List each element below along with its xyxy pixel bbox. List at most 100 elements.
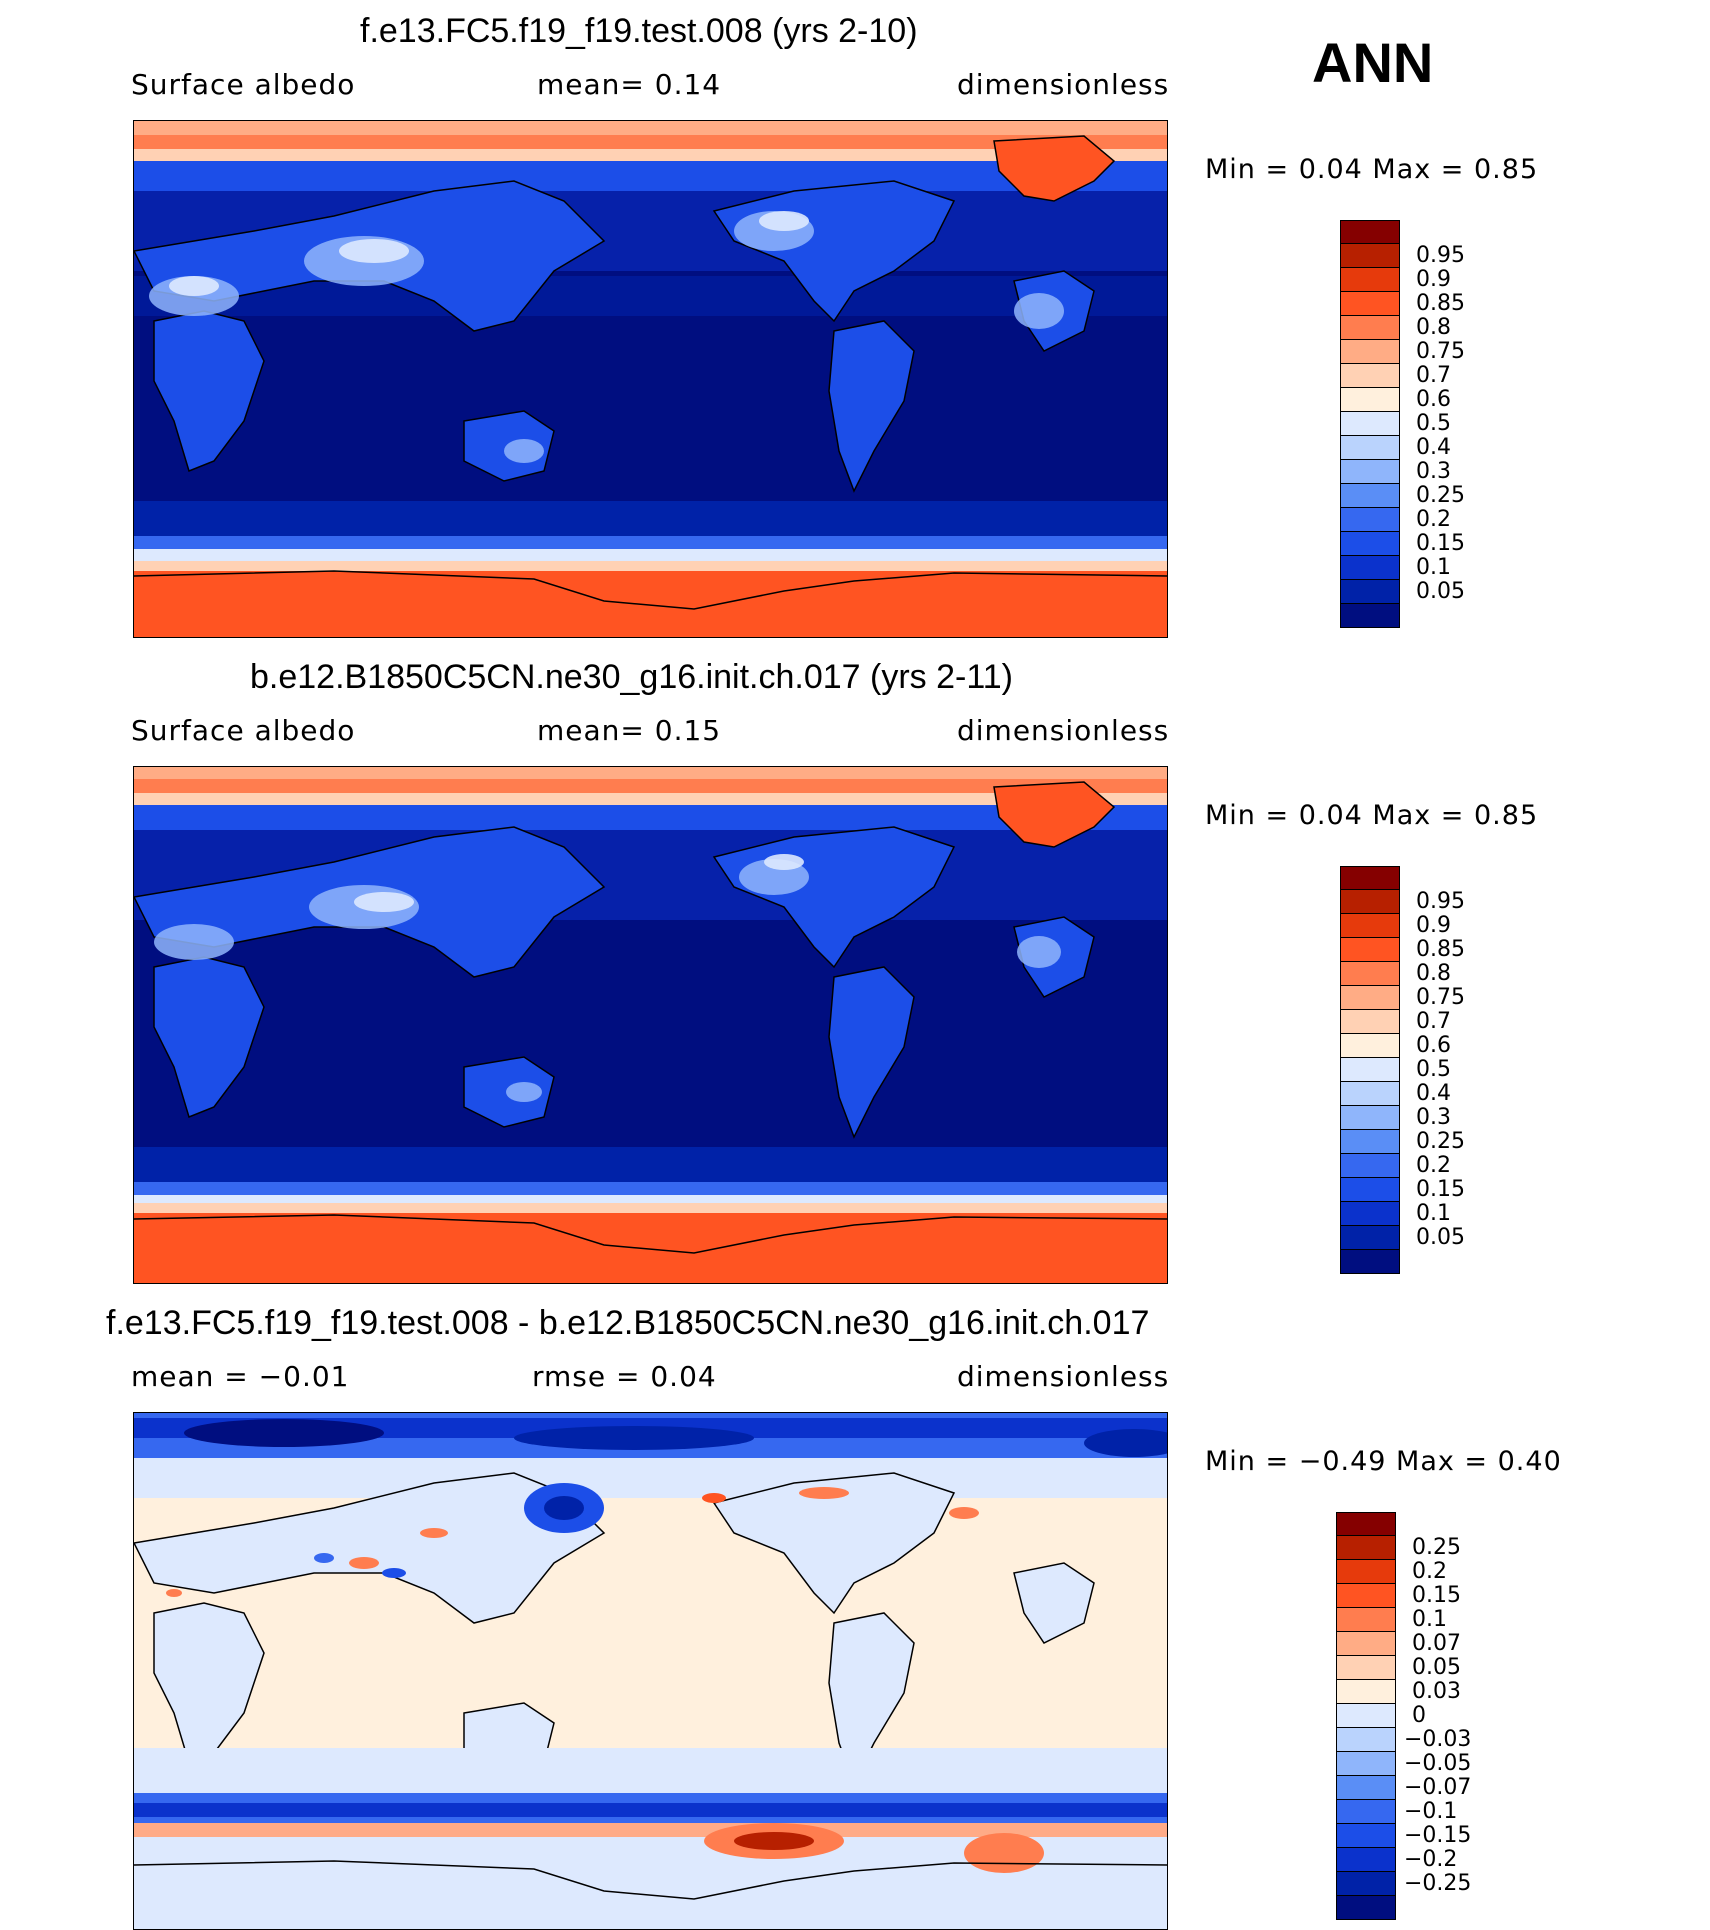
- colorbar-swatch: [1336, 1536, 1396, 1560]
- colorbar-swatch: [1340, 1226, 1400, 1250]
- colorbar-tick-label: 0.4: [1416, 435, 1451, 460]
- colorbar-swatch: [1340, 508, 1400, 532]
- colorbar-swatch: [1340, 866, 1400, 890]
- colorbar-swatch: [1340, 268, 1400, 292]
- colorbar: [1336, 1512, 1396, 1920]
- colorbar-swatch: [1340, 220, 1400, 244]
- colorbar-swatch: [1340, 580, 1400, 604]
- colorbar-tick-label: −0.05: [1404, 1751, 1472, 1776]
- colorbar-tick-label: 0.3: [1416, 459, 1451, 484]
- panel-title: f.e13.FC5.f19_f19.test.008 - b.e12.B1850…: [106, 1304, 1150, 1342]
- colorbar-swatch: [1340, 1154, 1400, 1178]
- colorbar-swatch: [1340, 938, 1400, 962]
- rmse-label: rmse = 0.04: [532, 1360, 717, 1393]
- colorbar-tick-label: 0: [1412, 1703, 1426, 1728]
- map-plot: [133, 120, 1168, 638]
- colorbar-swatch: [1336, 1848, 1396, 1872]
- colorbar-swatch: [1340, 364, 1400, 388]
- colorbar-tick-label: 0.5: [1416, 1057, 1451, 1082]
- colorbar-swatch: [1340, 1082, 1400, 1106]
- colorbar-swatch: [1340, 986, 1400, 1010]
- map-plot: [133, 766, 1168, 1284]
- colorbar-tick-label: 0.6: [1416, 387, 1451, 412]
- colorbar-tick-label: 0.4: [1416, 1081, 1451, 1106]
- colorbar-swatch: [1340, 388, 1400, 412]
- colorbar-tick-label: 0.1: [1416, 555, 1451, 580]
- variable-label: Surface albedo: [131, 68, 356, 101]
- colorbar-frame: [1340, 866, 1400, 1274]
- colorbar-swatch: [1340, 1106, 1400, 1130]
- colorbar-swatch: [1340, 244, 1400, 268]
- mean-label: mean = −0.01: [131, 1360, 350, 1393]
- colorbar-swatch: [1340, 484, 1400, 508]
- colorbar-tick-label: 0.3: [1416, 1105, 1451, 1130]
- colorbar-swatch: [1336, 1800, 1396, 1824]
- colorbar-swatch: [1340, 914, 1400, 938]
- colorbar: [1340, 866, 1400, 1274]
- colorbar-swatch: [1336, 1704, 1396, 1728]
- colorbar-swatch: [1336, 1872, 1396, 1896]
- colorbar-swatch: [1340, 1010, 1400, 1034]
- colorbar-swatch: [1336, 1656, 1396, 1680]
- colorbar-tick-label: 0.9: [1416, 267, 1451, 292]
- colorbar-tick-label: 0.2: [1412, 1559, 1447, 1584]
- colorbar-swatch: [1336, 1632, 1396, 1656]
- colorbar-swatch: [1340, 340, 1400, 364]
- colorbar-tick-label: 0.05: [1412, 1655, 1461, 1680]
- colorbar: [1340, 220, 1400, 628]
- colorbar-swatch: [1336, 1608, 1396, 1632]
- colorbar-tick-label: 0.05: [1416, 579, 1465, 604]
- min-max-label: Min = 0.04 Max = 0.85: [1205, 154, 1539, 185]
- colorbar-swatch: [1340, 436, 1400, 460]
- colorbar-tick-label: 0.1: [1412, 1607, 1447, 1632]
- mean-label: mean= 0.14: [537, 68, 722, 101]
- mean-label: mean= 0.15: [537, 714, 722, 747]
- colorbar-tick-label: 0.9: [1416, 913, 1451, 938]
- colorbar-tick-label: 0.8: [1416, 961, 1451, 986]
- min-max-label: Min = 0.04 Max = 0.85: [1205, 800, 1539, 831]
- colorbar-tick-label: 0.7: [1416, 1009, 1451, 1034]
- colorbar-swatch: [1340, 1034, 1400, 1058]
- variable-label: Surface albedo: [131, 714, 356, 747]
- colorbar-tick-label: −0.25: [1404, 1871, 1472, 1896]
- colorbar-swatch: [1340, 556, 1400, 580]
- colorbar-tick-label: 0.5: [1416, 411, 1451, 436]
- colorbar-swatch: [1340, 460, 1400, 484]
- colorbar-frame: [1336, 1512, 1396, 1920]
- units-label: dimensionless: [957, 1360, 1170, 1393]
- season-label: ANN: [1312, 31, 1434, 94]
- colorbar-tick-label: 0.95: [1416, 243, 1465, 268]
- colorbar-tick-label: −0.2: [1404, 1847, 1458, 1872]
- difference-map: [134, 1413, 1167, 1929]
- colorbar-tick-label: 0.1: [1416, 1201, 1451, 1226]
- units-label: dimensionless: [957, 68, 1170, 101]
- colorbar-swatch: [1340, 1130, 1400, 1154]
- colorbar-tick-label: 0.8: [1416, 315, 1451, 340]
- map-plot: [133, 1412, 1168, 1930]
- colorbar-tick-label: 0.03: [1412, 1679, 1461, 1704]
- colorbar-tick-label: 0.85: [1416, 291, 1465, 316]
- colorbar-tick-label: 0.2: [1416, 1153, 1451, 1178]
- albedo-map: [134, 767, 1167, 1283]
- colorbar-tick-label: −0.1: [1404, 1799, 1458, 1824]
- colorbar-tick-label: −0.07: [1404, 1775, 1472, 1800]
- colorbar-swatch: [1336, 1512, 1396, 1536]
- colorbar-tick-label: 0.25: [1416, 483, 1465, 508]
- colorbar-swatch: [1336, 1728, 1396, 1752]
- colorbar-tick-label: 0.25: [1412, 1535, 1461, 1560]
- colorbar-swatch: [1340, 1058, 1400, 1082]
- colorbar-swatch: [1336, 1560, 1396, 1584]
- colorbar-swatch: [1336, 1584, 1396, 1608]
- colorbar-tick-label: 0.15: [1416, 531, 1465, 556]
- colorbar-swatch: [1336, 1824, 1396, 1848]
- colorbar-tick-label: 0.95: [1416, 889, 1465, 914]
- colorbar-tick-label: 0.6: [1416, 1033, 1451, 1058]
- colorbar-swatch: [1340, 890, 1400, 914]
- colorbar-swatch: [1340, 532, 1400, 556]
- colorbar-tick-label: −0.03: [1404, 1727, 1472, 1752]
- colorbar-swatch: [1336, 1776, 1396, 1800]
- colorbar-swatch: [1340, 1178, 1400, 1202]
- panel-title: b.e12.B1850C5CN.ne30_g16.init.ch.017 (yr…: [250, 658, 1013, 696]
- colorbar-tick-label: 0.05: [1416, 1225, 1465, 1250]
- colorbar-tick-label: −0.15: [1404, 1823, 1472, 1848]
